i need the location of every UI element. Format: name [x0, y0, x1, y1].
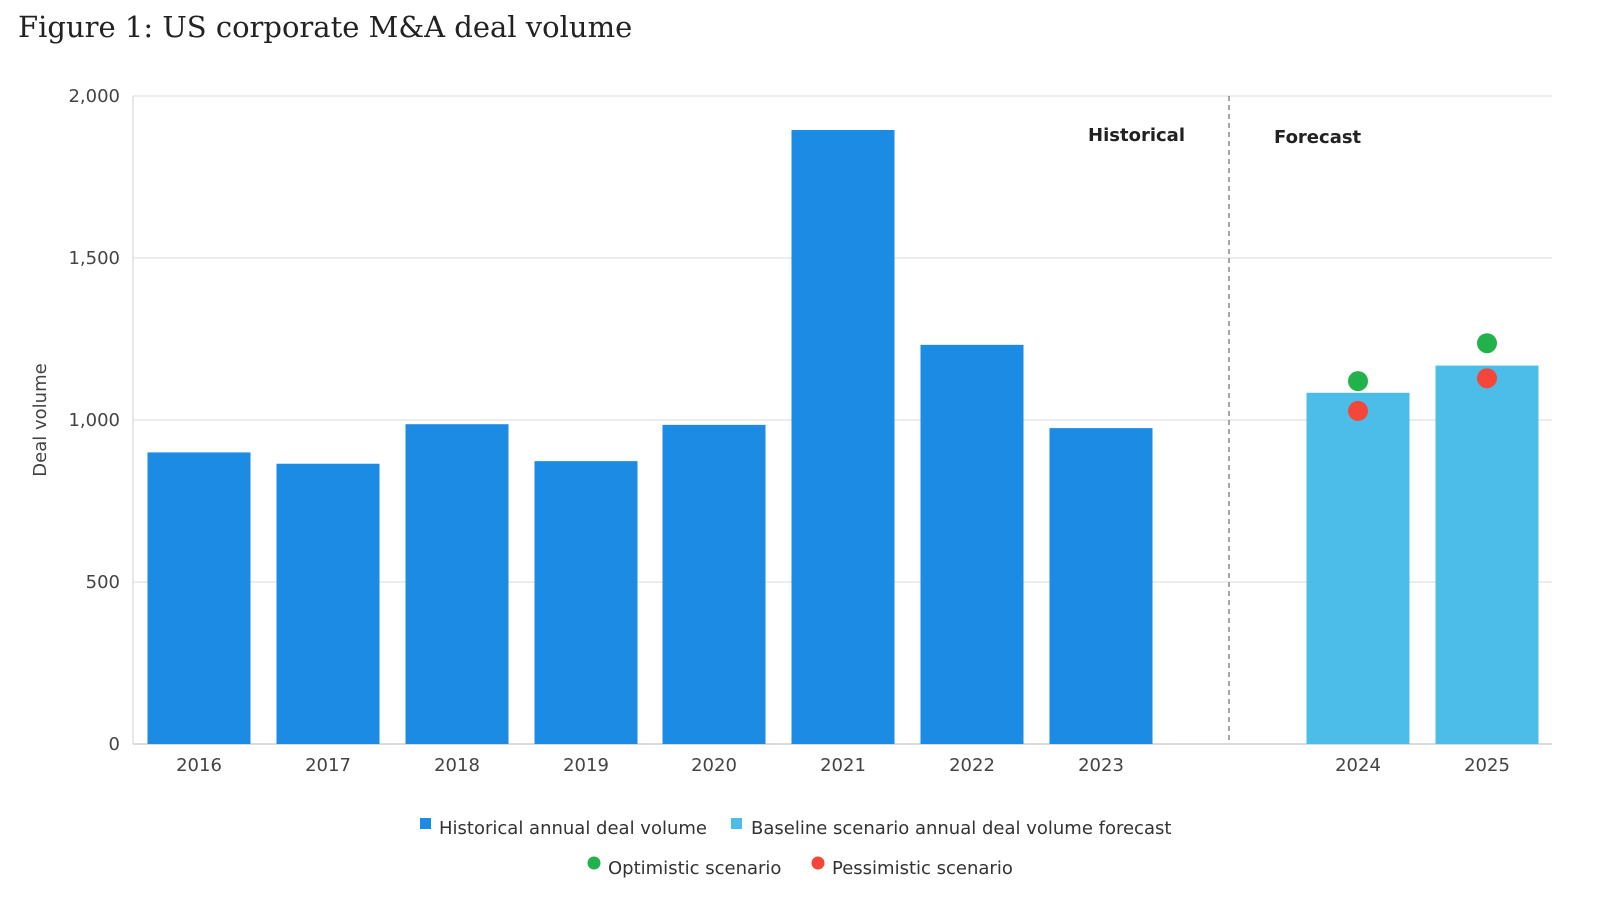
- y-axis-ticks: 0 500 1,000 1,500 2,000: [68, 86, 120, 755]
- chart-title: Figure 1: US corporate M&A deal volume: [18, 10, 633, 44]
- y-tick-label: 1,000: [68, 410, 120, 431]
- legend-swatch-pessimistic: [811, 856, 825, 870]
- bar-historical-2023: [1049, 428, 1153, 744]
- scenario-points: [1348, 333, 1497, 421]
- x-tick-label-2019: 2019: [563, 755, 609, 776]
- forecast-section-label: Forecast: [1274, 127, 1362, 148]
- bar-historical-2022: [920, 344, 1024, 744]
- legend: Historical annual deal volume Baseline s…: [420, 818, 1171, 879]
- bar-historical-2020: [662, 424, 766, 744]
- bars: [147, 130, 1539, 744]
- y-tick-label: 1,500: [68, 248, 120, 269]
- legend-swatch-baseline: [731, 818, 742, 829]
- bar-historical-2021: [791, 130, 895, 744]
- point-pessimistic-2025: [1477, 368, 1497, 389]
- x-tick-label-2018: 2018: [434, 755, 480, 776]
- y-tick-label: 500: [86, 572, 120, 593]
- x-tick-label-2021: 2021: [820, 755, 866, 776]
- bar-historical-2018: [405, 424, 509, 744]
- point-optimistic-2024: [1348, 371, 1368, 392]
- x-tick-label-2020: 2020: [691, 755, 737, 776]
- legend-label-historical: Historical annual deal volume: [439, 818, 707, 839]
- x-tick-label-2024: 2024: [1335, 755, 1381, 776]
- y-axis-label: Deal volume: [30, 363, 51, 476]
- bar-historical-2016: [147, 452, 251, 744]
- x-tick-label-2022: 2022: [949, 755, 995, 776]
- y-tick-label: 2,000: [68, 86, 120, 107]
- legend-swatch-historical: [420, 818, 431, 829]
- x-axis-ticks: 2016 2017 2018 2019 2020 2021 2022 2023 2024 2025: [176, 755, 1510, 776]
- point-pessimistic-2024: [1348, 400, 1368, 421]
- bar-forecast-2025: [1435, 365, 1539, 744]
- legend-label-pessimistic: Pessimistic scenario: [832, 858, 1013, 879]
- bar-historical-2017: [276, 463, 380, 744]
- legend-label-baseline: Baseline scenario annual deal volume for…: [751, 818, 1171, 839]
- bar-historical-2019: [534, 461, 638, 744]
- point-optimistic-2025: [1477, 333, 1497, 354]
- x-tick-label-2025: 2025: [1464, 755, 1510, 776]
- x-tick-label-2023: 2023: [1078, 755, 1124, 776]
- x-tick-label-2016: 2016: [176, 755, 222, 776]
- legend-label-optimistic: Optimistic scenario: [608, 858, 781, 879]
- historical-section-label: Historical: [1088, 125, 1185, 146]
- y-tick-label: 0: [109, 734, 120, 755]
- x-tick-label-2017: 2017: [305, 755, 351, 776]
- legend-swatch-optimistic: [587, 856, 601, 870]
- bar-forecast-2024: [1306, 392, 1410, 744]
